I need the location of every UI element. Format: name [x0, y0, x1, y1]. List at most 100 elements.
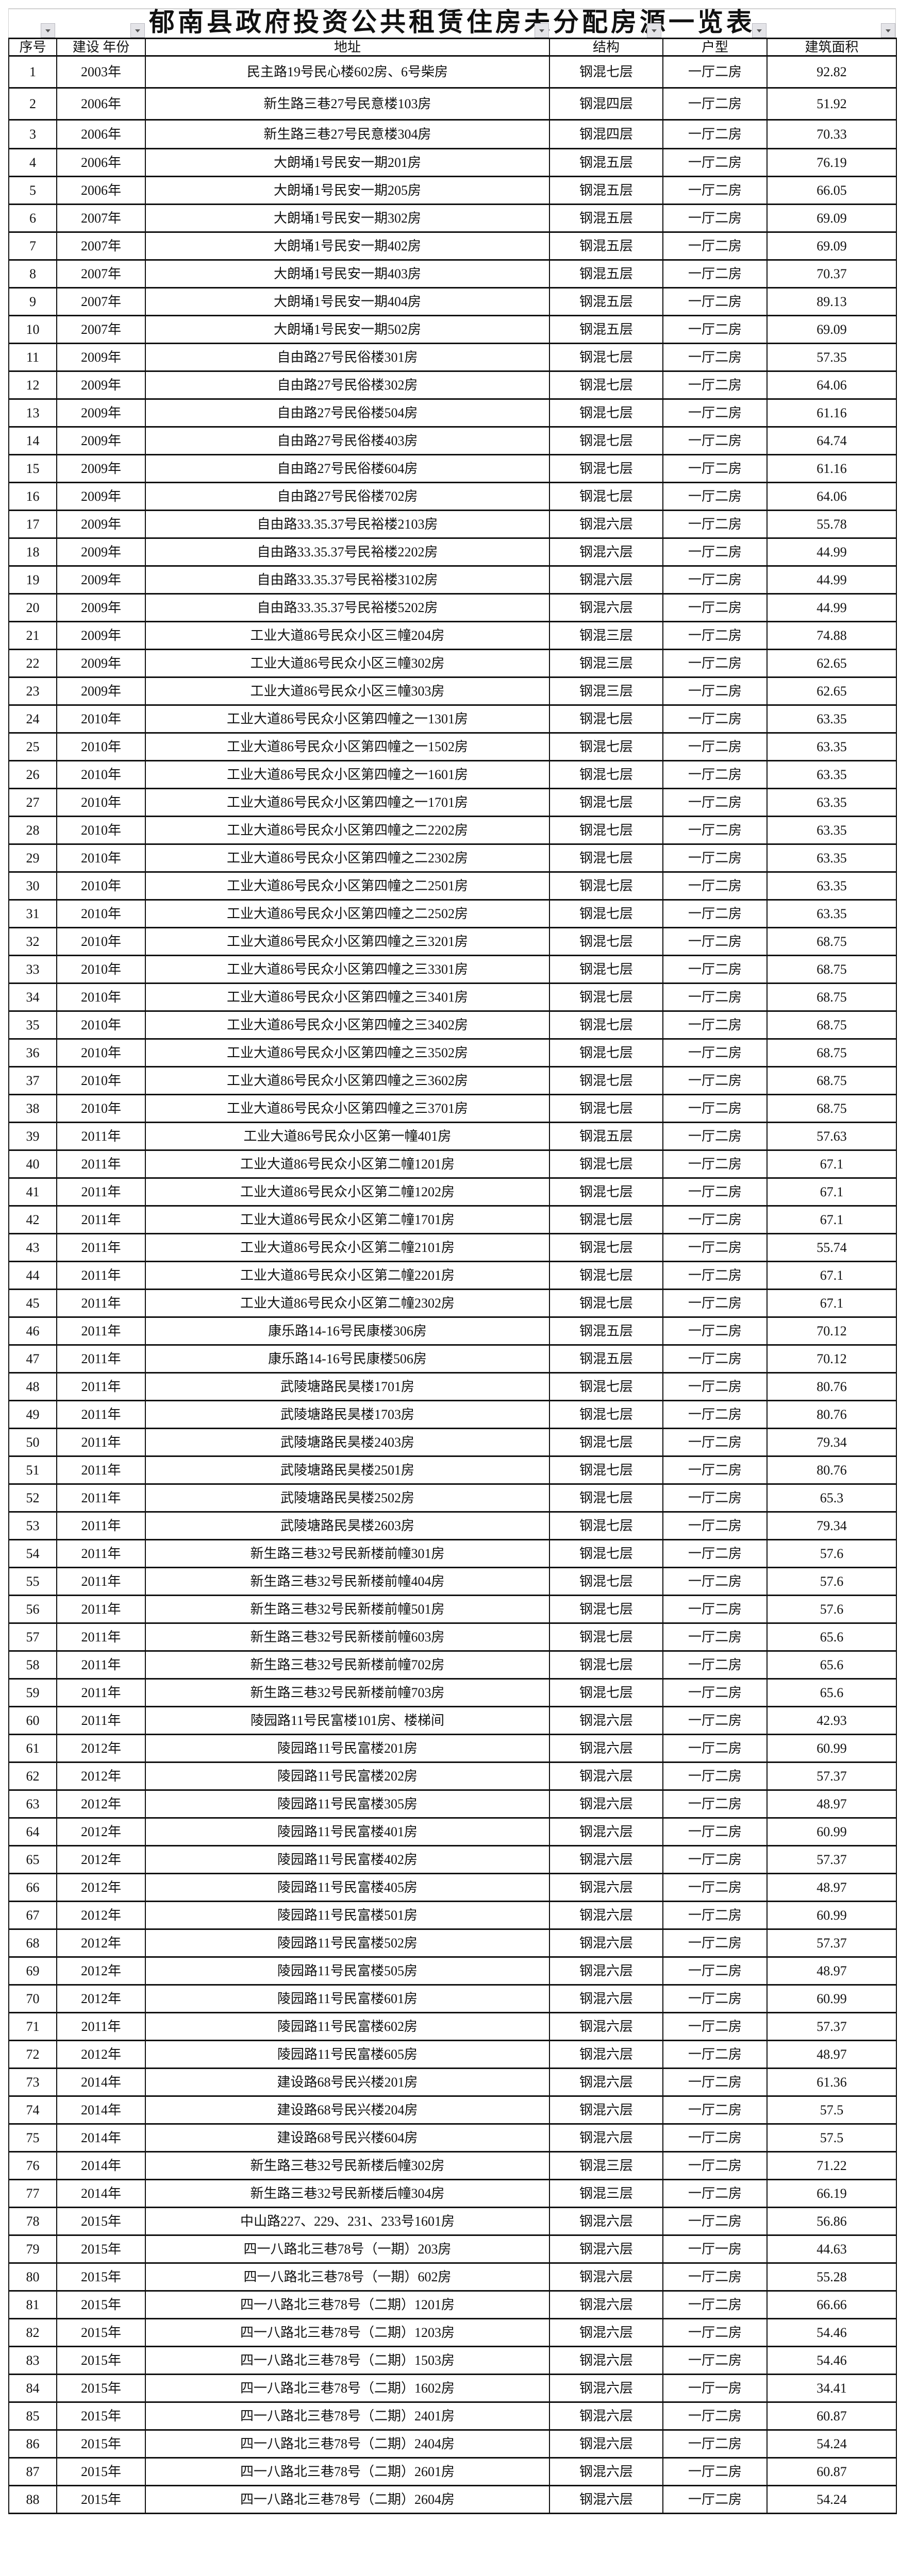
- cell-address: 新生路三巷27号民意楼103房: [145, 87, 550, 121]
- cell-year: 2011年: [56, 2012, 146, 2041]
- cell-address: 新生路三巷32号民新楼后幢304房: [145, 2179, 550, 2208]
- table-row: 40 2011年 工业大道86号民众小区第二幢1201房 钢混七层 一厅二房 67.1: [8, 1149, 897, 1179]
- cell-address: 工业大道86号民众小区三幢204房: [145, 621, 550, 650]
- filter-dropdown-unit-type[interactable]: [752, 23, 766, 38]
- cell-unit-type: 一厅二房: [662, 2429, 768, 2459]
- filter-dropdown-area[interactable]: [881, 23, 895, 38]
- filter-dropdown-no[interactable]: [41, 23, 55, 38]
- table-row: 4 2006年 大朗埇1号民安一期201房 钢混五层 一厅二房 76.19: [8, 148, 897, 177]
- cell-address: 武陵塘路民昊楼1703房: [145, 1400, 550, 1429]
- dropdown-arrow-icon: [135, 29, 140, 32]
- cell-address: 陵园路11号民富楼505房: [145, 1956, 550, 1986]
- cell-structure: 钢混七层: [549, 955, 663, 984]
- cell-structure: 钢混六层: [549, 2457, 663, 2486]
- cell-area: 92.82: [766, 55, 897, 89]
- cell-no: 17: [8, 510, 57, 539]
- cell-area: 44.99: [766, 565, 897, 595]
- cell-area: 74.88: [766, 621, 897, 650]
- table-row: 5 2006年 大朗埇1号民安一期205房 钢混五层 一厅二房 66.05: [8, 176, 897, 205]
- cell-no: 57: [8, 1622, 57, 1652]
- cell-no: 52: [8, 1483, 57, 1513]
- cell-year: 2009年: [56, 370, 146, 400]
- cell-no: 10: [8, 315, 57, 344]
- cell-structure: 钢混五层: [549, 148, 663, 177]
- cell-structure: 钢混七层: [549, 1289, 663, 1318]
- cell-no: 71: [8, 2012, 57, 2041]
- cell-structure: 钢混七层: [549, 1511, 663, 1540]
- table-row: 53 2011年 武陵塘路民昊楼2603房 钢混七层 一厅二房 79.34: [8, 1511, 897, 1540]
- cell-unit-type: 一厅二房: [662, 1567, 768, 1596]
- cell-structure: 钢混五层: [549, 1122, 663, 1151]
- table-row: 76 2014年 新生路三巷32号民新楼后幢302房 钢混三层 一厅二房 71.22: [8, 2151, 897, 2180]
- cell-structure: 钢混七层: [549, 1483, 663, 1513]
- cell-address: 工业大道86号民众小区第四幢之一1601房: [145, 760, 550, 789]
- filter-dropdown-year[interactable]: [130, 23, 145, 38]
- cell-year: 2011年: [56, 1289, 146, 1318]
- cell-unit-type: 一厅二房: [662, 426, 768, 455]
- cell-no: 16: [8, 482, 57, 511]
- cell-area: 56.86: [766, 2207, 897, 2236]
- cell-year: 2010年: [56, 927, 146, 956]
- cell-address: 四一八路北三巷78号（二期）1602房: [145, 2374, 550, 2403]
- cell-address: 自由路27号民俗楼702房: [145, 482, 550, 511]
- cell-address: 工业大道86号民众小区第四幢之三3402房: [145, 1010, 550, 1040]
- filter-dropdown-structure[interactable]: [647, 23, 661, 38]
- cell-no: 24: [8, 704, 57, 734]
- cell-no: 29: [8, 843, 57, 873]
- cell-address: 工业大道86号民众小区第四幢之二2202房: [145, 816, 550, 845]
- cell-structure: 钢混六层: [549, 1789, 663, 1819]
- cell-unit-type: 一厅一房: [662, 2234, 768, 2264]
- table-row: 23 2009年 工业大道86号民众小区三幢303房 钢混三层 一厅二房 62.65: [8, 676, 897, 706]
- cell-no: 4: [8, 148, 57, 177]
- cell-unit-type: 一厅二房: [662, 1094, 768, 1123]
- cell-no: 31: [8, 899, 57, 928]
- table-row: 11 2009年 自由路27号民俗楼301房 钢混七层 一厅二房 57.35: [8, 343, 897, 372]
- cell-area: 62.65: [766, 649, 897, 678]
- cell-structure: 钢混七层: [549, 1678, 663, 1707]
- cell-area: 57.6: [766, 1567, 897, 1596]
- filter-dropdown-address[interactable]: [535, 23, 549, 38]
- cell-area: 68.75: [766, 1038, 897, 1067]
- cell-area: 66.05: [766, 176, 897, 205]
- table-row: 49 2011年 武陵塘路民昊楼1703房 钢混七层 一厅二房 80.76: [8, 1400, 897, 1429]
- cell-area: 51.92: [766, 87, 897, 121]
- cell-year: 2015年: [56, 2234, 146, 2264]
- dropdown-arrow-icon: [45, 29, 51, 32]
- cell-no: 66: [8, 1873, 57, 1902]
- cell-year: 2012年: [56, 1845, 146, 1874]
- cell-area: 64.74: [766, 426, 897, 455]
- cell-unit-type: 一厅二房: [662, 1316, 768, 1346]
- cell-area: 44.63: [766, 2234, 897, 2264]
- cell-year: 2012年: [56, 1734, 146, 1763]
- table-row: 22 2009年 工业大道86号民众小区三幢302房 钢混三层 一厅二房 62.65: [8, 649, 897, 678]
- cell-address: 陵园路11号民富楼305房: [145, 1789, 550, 1819]
- cell-structure: 钢混七层: [549, 398, 663, 428]
- cell-unit-type: 一厅二房: [662, 1483, 768, 1513]
- cell-no: 65: [8, 1845, 57, 1874]
- cell-structure: 钢混六层: [549, 2290, 663, 2319]
- cell-year: 2015年: [56, 2457, 146, 2486]
- cell-no: 69: [8, 1956, 57, 1986]
- table-row: 39 2011年 工业大道86号民众小区第一幢401房 钢混五层 一厅二房 57.63: [8, 1122, 897, 1151]
- cell-unit-type: 一厅二房: [662, 1261, 768, 1290]
- cell-no: 5: [8, 176, 57, 205]
- cell-no: 60: [8, 1706, 57, 1735]
- cell-year: 2010年: [56, 732, 146, 761]
- cell-year: 2011年: [56, 1428, 146, 1457]
- cell-no: 6: [8, 204, 57, 233]
- cell-year: 2010年: [56, 760, 146, 789]
- cell-year: 2011年: [56, 1650, 146, 1680]
- cell-unit-type: 一厅二房: [662, 565, 768, 595]
- cell-structure: 钢混三层: [549, 2179, 663, 2208]
- cell-no: 85: [8, 2401, 57, 2431]
- cell-unit-type: 一厅二房: [662, 1428, 768, 1457]
- cell-structure: 钢混六层: [549, 1873, 663, 1902]
- cell-unit-type: 一厅二房: [662, 2346, 768, 2375]
- cell-no: 14: [8, 426, 57, 455]
- table-row: 68 2012年 陵园路11号民富楼502房 钢混六层 一厅二房 57.37: [8, 1928, 897, 1958]
- cell-area: 67.1: [766, 1289, 897, 1318]
- cell-structure: 钢混七层: [549, 343, 663, 372]
- cell-year: 2012年: [56, 1873, 146, 1902]
- cell-address: 工业大道86号民众小区第二幢1202房: [145, 1177, 550, 1207]
- cell-structure: 钢混六层: [549, 2401, 663, 2431]
